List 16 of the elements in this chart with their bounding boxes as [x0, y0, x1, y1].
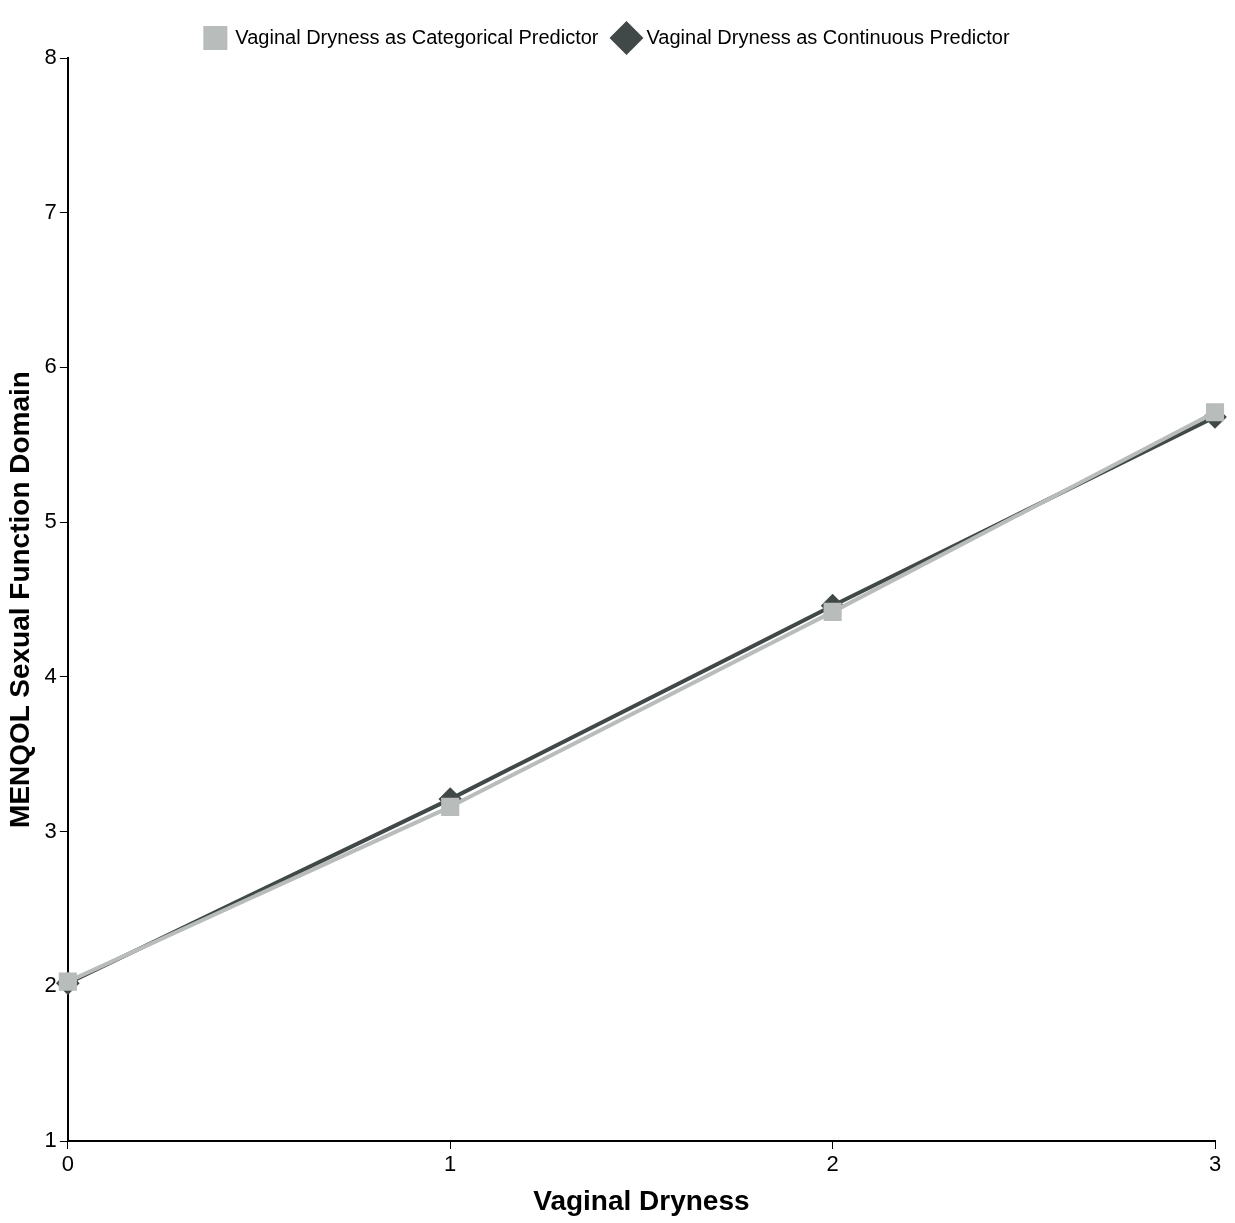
x-axis-title: Vaginal Dryness — [533, 1184, 750, 1216]
y-tick-label: 4 — [44, 662, 57, 688]
x-tick-label: 1 — [444, 1151, 457, 1177]
y-tick-label: 1 — [44, 1127, 57, 1153]
x-tick-label: 3 — [1208, 1151, 1222, 1177]
x-tick-label: 0 — [61, 1151, 74, 1177]
x-tick-label: 2 — [826, 1151, 839, 1177]
y-tick-label: 8 — [44, 44, 57, 70]
legend-label: Vaginal Dryness as Categorical Predictor — [235, 25, 599, 48]
y-tick-label: 7 — [44, 198, 57, 224]
y-tick-label: 2 — [44, 972, 57, 998]
legend-label: Vaginal Dryness as Continuous Predictor — [646, 25, 1010, 48]
y-tick-label: 3 — [44, 817, 57, 843]
y-tick-label: 5 — [44, 508, 57, 534]
y-axis-title: MENQOL Sexual Function Domain — [3, 371, 35, 828]
y-tick-label: 6 — [44, 353, 57, 379]
